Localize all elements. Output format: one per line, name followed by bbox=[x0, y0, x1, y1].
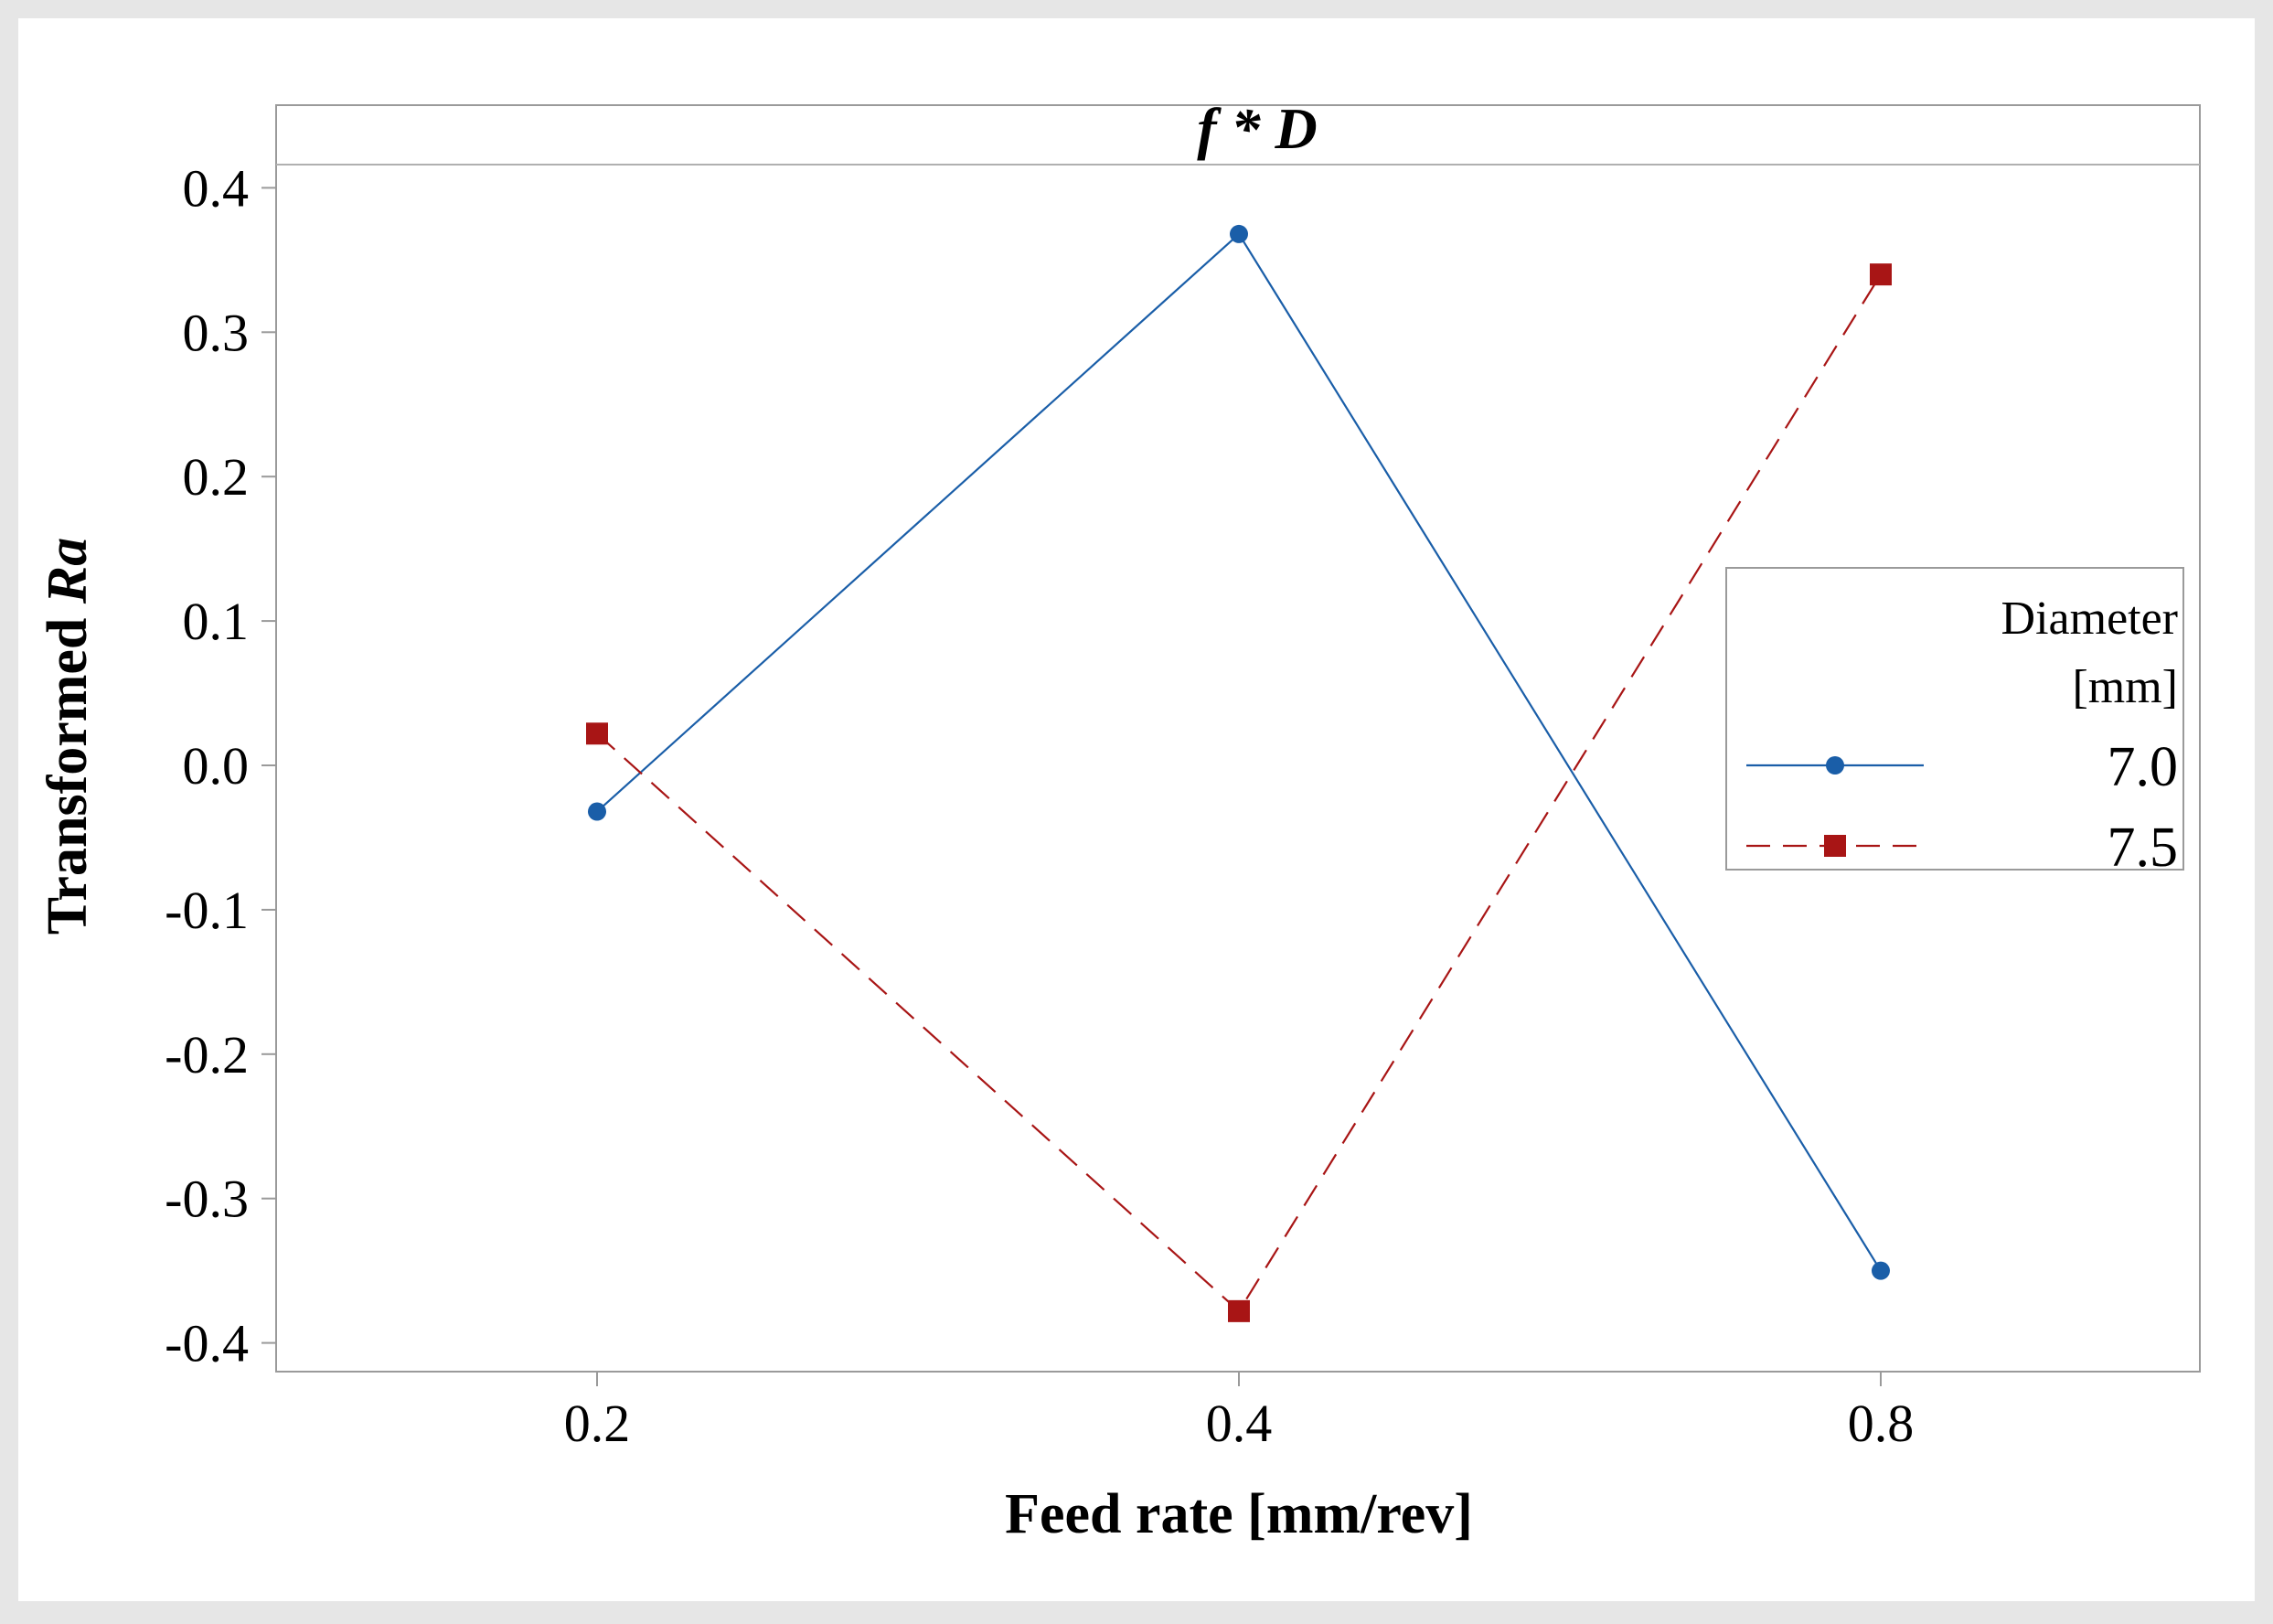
legend: Diameter [mm] 7.07.5 bbox=[1725, 567, 2184, 879]
panel-title-factor-d: D bbox=[1275, 96, 1318, 161]
y-tick-label: -0.2 bbox=[165, 1025, 249, 1084]
panel-title: f * D bbox=[1197, 96, 1318, 161]
y-axis-label-text: Transformed bbox=[37, 604, 99, 935]
x-tick-label: 0.8 bbox=[1848, 1394, 1915, 1453]
y-tick-label: -0.4 bbox=[165, 1314, 249, 1373]
series-7-5-point bbox=[1870, 263, 1892, 286]
y-axis-label-variable: Ra bbox=[37, 538, 99, 604]
legend-title-line-1: Diameter bbox=[2001, 593, 2178, 645]
legend-entry-7-5-label: 7.5 bbox=[2108, 817, 2179, 879]
y-tick-label: 0.4 bbox=[183, 158, 250, 218]
series-7-5-point bbox=[1228, 1299, 1250, 1322]
legend-entries: 7.07.5 bbox=[1746, 736, 2178, 879]
y-tick-label: 0.0 bbox=[183, 736, 250, 796]
series-7-5-point bbox=[586, 722, 608, 745]
series-7-0-point bbox=[588, 802, 606, 821]
legend-entry-7-0-label: 7.0 bbox=[2108, 736, 2179, 798]
series-layer bbox=[586, 224, 1892, 1322]
legend-box bbox=[1725, 567, 2184, 871]
x-tick-label: 0.4 bbox=[1206, 1394, 1273, 1453]
x-tick-label: 0.2 bbox=[564, 1394, 631, 1453]
y-tick-label: -0.1 bbox=[165, 881, 249, 940]
panel-title-operator: * bbox=[1217, 96, 1275, 161]
y-axis: 0.4 0.3 0.2 0.1 0.0 -0.1 -0.2 -0.3 -0.4 bbox=[165, 158, 276, 1373]
legend-entry-7-5-marker bbox=[1824, 835, 1846, 857]
y-tick-label: 0.3 bbox=[183, 303, 250, 362]
legend-entry-7-0-marker bbox=[1826, 756, 1844, 775]
x-axis-label: Feed rate [mm/rev] bbox=[1005, 1483, 1473, 1545]
x-axis: 0.2 0.4 0.8 bbox=[564, 1372, 1915, 1453]
y-tick-label: 0.2 bbox=[183, 447, 250, 507]
y-tick-label: 0.1 bbox=[183, 592, 250, 651]
series-7-0-point bbox=[1230, 224, 1248, 243]
y-axis-label: Transformed Ra bbox=[37, 538, 99, 935]
series-7-0-point bbox=[1872, 1261, 1890, 1280]
y-tick-label: -0.3 bbox=[165, 1170, 249, 1229]
legend-title-line-2: [mm] bbox=[2072, 661, 2178, 713]
